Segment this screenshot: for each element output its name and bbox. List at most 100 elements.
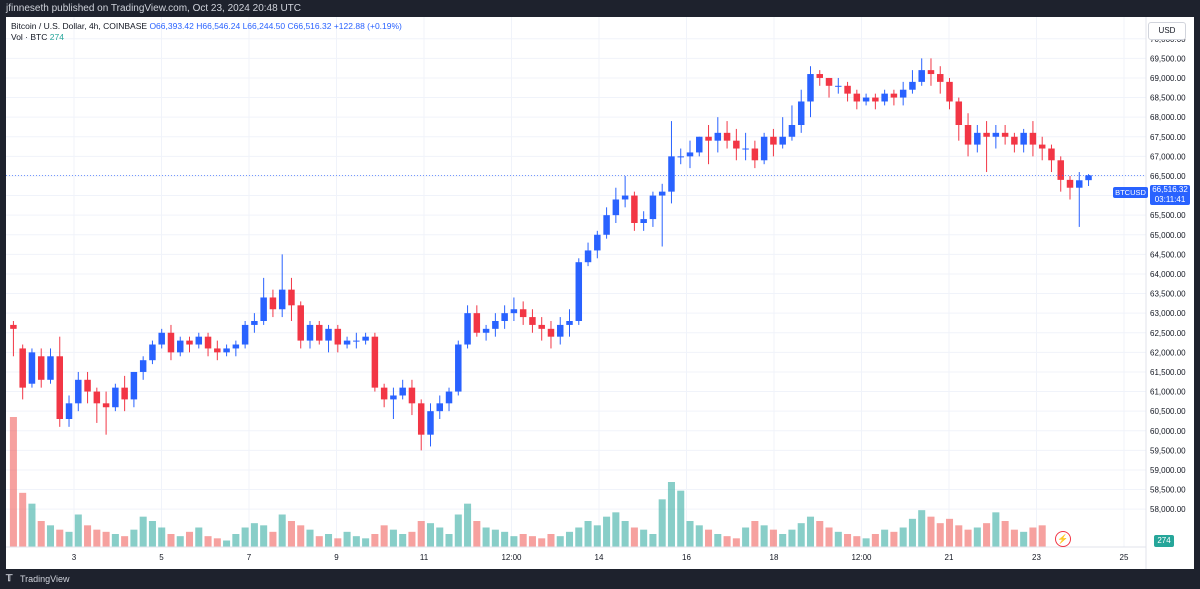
candle-body	[223, 348, 230, 353]
candle-body	[1029, 132, 1037, 145]
volume-bar	[371, 534, 379, 547]
candle-body	[807, 74, 814, 102]
candle-body	[640, 219, 647, 223]
volume-bar	[973, 527, 981, 547]
volume-bar	[908, 518, 916, 547]
volume-bar	[454, 514, 462, 547]
candle-body	[436, 403, 443, 412]
candle-body	[139, 360, 147, 372]
price-tick-label: 62,000.00	[1150, 348, 1186, 357]
volume-bar	[111, 534, 119, 547]
volume-bar	[501, 531, 509, 547]
volume-bar	[325, 534, 333, 547]
volume-bar	[287, 521, 295, 547]
volume-bar	[84, 525, 92, 547]
volume-bar	[584, 521, 592, 547]
volume-bar	[102, 531, 110, 547]
candle-body	[538, 324, 545, 329]
candle-body	[427, 411, 434, 435]
candle-body	[47, 356, 54, 380]
candle-body	[696, 136, 703, 153]
candle-body	[937, 74, 944, 82]
time-tick-label: 25	[1120, 553, 1129, 562]
candle-body	[909, 81, 916, 90]
candle-body	[297, 305, 304, 341]
candlestick-chart[interactable]: 70,000.0069,500.0069,000.0068,500.0068,0…	[6, 17, 1194, 569]
price-tick-label: 58,000.00	[1150, 505, 1186, 514]
volume-bar	[269, 531, 277, 547]
candle-body	[362, 336, 369, 341]
volume-bar	[417, 521, 425, 547]
volume-bar	[130, 529, 138, 547]
volume-bar	[297, 525, 305, 547]
volume-bar	[37, 521, 45, 547]
candle-body	[575, 262, 583, 321]
volume-bar	[195, 527, 203, 547]
candle-body	[1066, 179, 1074, 188]
candle-body	[1085, 175, 1092, 181]
candle-body	[742, 148, 749, 150]
candle-body	[612, 199, 620, 216]
candle-body	[408, 387, 416, 404]
candle-body	[232, 344, 240, 349]
candle-body	[28, 352, 36, 384]
candle-body	[519, 309, 527, 318]
price-tick-label: 68,500.00	[1150, 94, 1186, 103]
change-value: +122.88 (+0.19%)	[333, 21, 402, 31]
volume-bar	[241, 527, 249, 547]
candle-body	[714, 132, 722, 141]
price-tick-label: 69,500.00	[1150, 54, 1186, 63]
price-tick-label: 59,000.00	[1150, 466, 1186, 475]
candle-body	[686, 152, 694, 157]
currency-button[interactable]: USD	[1148, 22, 1186, 40]
volume-bar	[667, 482, 675, 547]
price-tick-label: 64,000.00	[1150, 270, 1186, 279]
price-tick-label: 67,000.00	[1150, 152, 1186, 161]
candle-body	[797, 101, 805, 125]
volume-bar	[1010, 529, 1018, 547]
candle-body	[1011, 136, 1018, 145]
candle-body	[455, 344, 462, 392]
candle-body	[482, 328, 490, 333]
volume-bar	[334, 538, 342, 547]
volume-bar	[630, 527, 638, 547]
chart-frame[interactable]: 70,000.0069,500.0069,000.0068,500.0068,0…	[6, 17, 1194, 569]
volume-bar	[565, 531, 574, 547]
candle-body	[269, 297, 277, 310]
candle-body	[631, 195, 638, 223]
volume-bar	[380, 525, 388, 547]
price-tick-label: 59,500.00	[1150, 446, 1186, 455]
candle-body	[853, 93, 861, 102]
volume-bar	[871, 534, 879, 547]
candle-body	[992, 132, 1000, 137]
volume-bar	[139, 516, 147, 547]
volume-bar	[621, 521, 629, 547]
candle-body	[844, 85, 851, 94]
volume-bar	[260, 525, 268, 547]
candle-body	[557, 324, 564, 337]
volume-bar	[306, 529, 314, 547]
volume-bar	[593, 525, 601, 547]
volume-bar	[742, 527, 750, 547]
candle-body	[1001, 132, 1009, 137]
candle-body	[316, 324, 323, 341]
volume-bar	[408, 531, 416, 547]
candle-body	[65, 403, 73, 419]
price-tick-label: 64,500.00	[1150, 250, 1186, 259]
candle-body	[760, 136, 768, 161]
volume-bar	[528, 536, 536, 547]
volume-bar	[695, 525, 703, 547]
volume-value: 274	[49, 32, 64, 42]
volume-bar	[1029, 527, 1037, 547]
candle-body	[288, 289, 295, 306]
volume-bar	[1038, 525, 1046, 547]
lightning-icon[interactable]: ⚡	[1055, 531, 1071, 547]
candle-body	[668, 156, 675, 192]
candle-body	[621, 195, 629, 200]
candle-body	[983, 132, 990, 137]
price-tick-label: 58,500.00	[1150, 486, 1186, 495]
volume-bar	[853, 536, 861, 547]
candle-body	[946, 81, 953, 102]
candle-body	[371, 336, 379, 388]
symbol-description: Bitcoin / U.S. Dollar, 4h, COINBASE	[11, 21, 148, 31]
